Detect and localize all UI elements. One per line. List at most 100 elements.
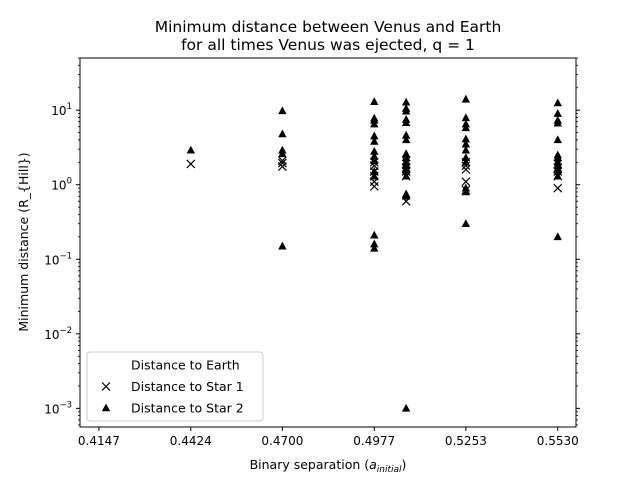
legend: Distance to Earth Distance to Star 1 Dista… — [86, 351, 264, 422]
star2-distance-point — [461, 94, 471, 103]
x-tick-label: 0.5253 — [445, 434, 487, 448]
data-points — [186, 94, 563, 412]
y-tick-base: 10 — [44, 253, 59, 267]
star2-distance-point — [401, 135, 411, 144]
star2-distance-point — [461, 119, 471, 128]
x-marker-stroke — [553, 183, 563, 193]
star2-distance-point — [370, 230, 379, 239]
star2-distance-point — [461, 157, 471, 166]
y-tick-exponent: −2 — [59, 326, 72, 336]
star2-distance-point — [278, 145, 287, 154]
star2-distance-point — [553, 115, 562, 124]
star2-distance-point — [401, 171, 411, 180]
star2-distance-point — [553, 98, 562, 107]
x-marker-stroke — [277, 158, 287, 168]
x-axis-label-end: ) — [402, 457, 407, 472]
star2-distance-point — [553, 157, 562, 166]
star2-distance-point — [401, 403, 411, 412]
star2-distance-point — [401, 189, 411, 198]
star2-distance-point — [461, 153, 471, 162]
legend-box — [86, 351, 264, 422]
star2-distance-point — [186, 145, 196, 154]
x-tick-label: 0.4424 — [170, 434, 212, 448]
plot-area — [79, 57, 577, 428]
star2-distance-point — [370, 131, 379, 140]
star2-distance-point — [370, 137, 379, 145]
star2-distance-point — [370, 171, 379, 180]
legend-entry-label: Distance to Earth — [131, 358, 240, 373]
star2-distance-point — [553, 135, 562, 144]
x-axis-label-a: a — [369, 457, 377, 472]
y-tick-label: 10−1 — [44, 251, 72, 267]
x-tick-label: 0.4977 — [353, 434, 395, 448]
star2-distance-point — [370, 97, 379, 105]
chart-title-line-2: for all times Venus was ejected, q = 1 — [181, 36, 475, 54]
star1-distance-point — [186, 159, 196, 169]
y-tick-label: 100 — [51, 177, 72, 193]
x-marker-stroke — [186, 159, 196, 169]
plot-frame — [79, 57, 577, 428]
y-tick-exponent: −3 — [59, 400, 72, 410]
star2-distance-point — [370, 113, 379, 122]
star2-distance-point — [401, 114, 411, 123]
star2-distance-point — [401, 149, 411, 158]
x-tick-label: 0.4700 — [261, 434, 303, 448]
x-axis-label-subscript: initial — [377, 465, 402, 475]
star2-distance-point — [278, 106, 287, 115]
star1-distance-point — [277, 156, 287, 166]
y-tick-base: 10 — [51, 104, 66, 118]
x-tick-label: 0.5530 — [537, 434, 579, 448]
star2-distance-point — [370, 146, 379, 155]
star2-distance-point — [370, 243, 379, 252]
star2-distance-point — [553, 232, 562, 241]
y-tick-exponent: −1 — [59, 251, 72, 261]
star2-distance-point — [278, 129, 287, 138]
x-axis-label: Binary separation (ainitial) — [250, 457, 407, 475]
x-marker-stroke — [461, 165, 471, 174]
star2-distance-point — [401, 97, 411, 106]
x-marker-stroke — [461, 177, 471, 187]
legend-entry-label: Distance to Star 2 — [131, 401, 244, 416]
y-tick-label: 101 — [51, 102, 72, 118]
star2-distance-point — [401, 130, 411, 139]
y-axis-label: Minimum distance (R_{Hill}) — [16, 152, 31, 331]
star2-distance-point — [370, 167, 379, 175]
star1-distance-point — [553, 183, 563, 193]
star2-distance-point — [401, 153, 411, 162]
star2-distance-point — [370, 239, 379, 248]
star2-distance-point — [461, 183, 471, 192]
y-tick-exponent: 1 — [67, 102, 72, 112]
star2-distance-point — [461, 113, 471, 122]
star1-distance-point — [461, 177, 471, 187]
star1-distance-point — [277, 158, 287, 168]
star2-distance-point — [401, 104, 411, 112]
x-marker-stroke — [101, 382, 111, 391]
legend-x-marker — [101, 382, 111, 391]
y-tick-exponent: 0 — [67, 177, 72, 187]
x-axis-label-text: Binary separation ( — [250, 457, 370, 472]
star2-distance-point — [461, 139, 471, 148]
y-tick-base: 10 — [44, 328, 59, 342]
star2-distance-point — [553, 109, 562, 117]
star2-distance-point — [461, 145, 471, 154]
x-marker-stroke — [277, 156, 287, 166]
legend-triangle-marker — [101, 403, 111, 412]
star2-distance-point — [553, 171, 562, 180]
star2-distance-point — [461, 219, 471, 228]
legend-entry-label: Distance to Star 1 — [131, 379, 244, 394]
x-tick-label: 0.4147 — [78, 434, 120, 448]
y-tick-base: 10 — [51, 179, 66, 193]
y-tick-label: 10−2 — [44, 326, 72, 342]
star1-distance-point — [461, 165, 471, 174]
star2-distance-point — [278, 241, 287, 250]
y-tick-label: 10−3 — [44, 400, 72, 416]
star2-distance-point — [370, 156, 379, 165]
star2-distance-point — [461, 134, 471, 143]
star2-distance-point — [401, 157, 411, 166]
x-axis: 0.4147 0.4424 0.4700 0.4977 0.5253 0.5530 — [78, 427, 579, 448]
chart-title-line-1: Minimum distance between Venus and Earth — [155, 18, 502, 36]
star2-distance-point — [370, 151, 379, 160]
